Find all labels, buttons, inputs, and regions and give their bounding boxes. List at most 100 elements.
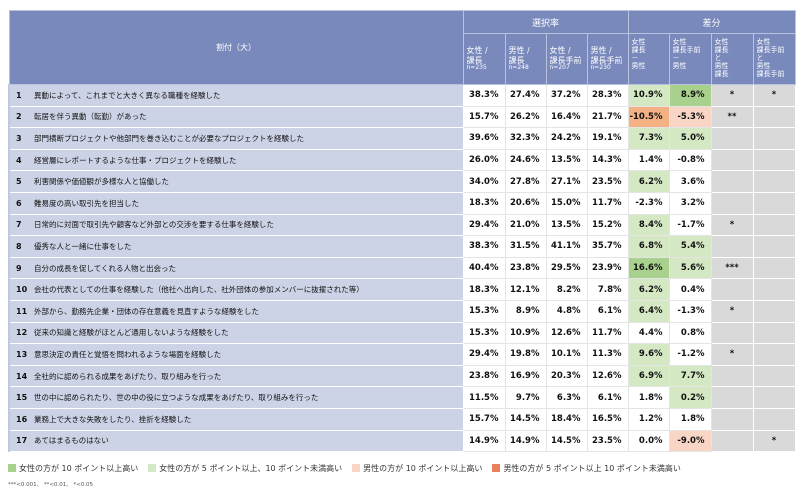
difference-cell: 0.4% <box>668 278 712 301</box>
rate-cell: 41.1% <box>545 235 588 258</box>
rate-cell: 29.4% <box>462 213 506 237</box>
item-label: 自分の成長を促してくれる人物と出会った <box>34 263 177 273</box>
difference-cell: 9.6% <box>627 343 670 366</box>
difference-column-header: 女性 課長 － 男性 <box>627 33 670 85</box>
difference-cell: 3.2% <box>668 191 712 215</box>
difference-cell: -1.3% <box>668 299 712 323</box>
rate-cell: 15.0% <box>545 191 588 215</box>
rate-cell: 10.1% <box>545 343 588 366</box>
significance-cell <box>752 321 796 345</box>
header-line: 女性 / <box>549 46 571 56</box>
item-label-cell: 8 優秀な人と一緒に仕事をした <box>8 235 464 258</box>
item-number: 16 <box>16 414 28 424</box>
item-number: 4 <box>16 155 22 165</box>
sample-size: n=248 <box>508 63 529 71</box>
difference-cell: 7.7% <box>668 364 712 388</box>
difference-cell: -1.2% <box>668 343 712 366</box>
difference-cell: 6.2% <box>627 170 670 193</box>
item-label-cell: 7 日常的に対面で取引先や顧客など外部との交渉を要する仕事を経験した <box>8 213 464 237</box>
rate-cell: 23.8% <box>462 364 506 388</box>
rate-cell: 13.5% <box>545 148 588 172</box>
table-row: 11 外部から、勤務先企業・団体の存在意義を見直すような経験をした 15.3% 8.9… <box>8 299 796 323</box>
significance-cell <box>752 299 796 323</box>
item-label: 会社の代表としての仕事を経験した（他社へ出向した、社外団体の参加メンバーに抜擢さ… <box>34 285 364 295</box>
difference-cell: 7.3% <box>627 127 670 150</box>
rate-cell: 27.4% <box>504 84 547 107</box>
rate-column-header: 男性 / 課長 n=248 <box>504 33 547 85</box>
item-label-cell: 12 従来の知識と経験がほとんど通用しないような経験をした <box>8 321 464 345</box>
rate-cell: 29.4% <box>462 343 506 366</box>
rate-cell: 15.7% <box>462 105 506 129</box>
rate-cell: 14.9% <box>462 429 506 453</box>
rate-cell: 7.8% <box>586 278 629 301</box>
significance-cell: *** <box>710 256 754 280</box>
difference-cell: -2.3% <box>627 191 670 215</box>
item-number: 3 <box>16 133 22 143</box>
rate-cell: 13.5% <box>545 213 588 237</box>
significance-cell <box>710 278 754 301</box>
rate-cell: 32.3% <box>504 127 547 150</box>
significance-cell <box>752 191 796 215</box>
significance-cell <box>752 213 796 237</box>
legend-item: 男性の方が 5 ポイント以上 10 ポイント未満高い <box>492 463 681 474</box>
table-row: 15 世の中に認められたり、世の中の役に立つような成果をあげたり、取り組みを行った… <box>8 386 796 409</box>
item-label: 転居を伴う異動（転勤）があった <box>34 112 147 122</box>
selection-rate-header: 選択率 <box>462 10 629 34</box>
rate-cell: 26.2% <box>504 105 547 129</box>
significance-cell <box>710 364 754 388</box>
rate-cell: 18.3% <box>462 191 506 215</box>
significance-cell <box>710 429 754 453</box>
significance-cell <box>752 364 796 388</box>
table-row: 7 日常的に対面で取引先や顧客など外部との交渉を要する仕事を経験した 29.4% 21… <box>8 213 796 237</box>
rate-cell: 11.7% <box>586 321 629 345</box>
rate-cell: 15.2% <box>586 213 629 237</box>
rate-cell: 8.9% <box>504 299 547 323</box>
item-label-cell: 16 業務上で大きな失敗をしたり、挫折を経験した <box>8 407 464 431</box>
sample-size: n=207 <box>549 63 570 71</box>
header-line: 課長手前 <box>590 55 623 65</box>
difference-column-header: 女性 課長 と 男性 課長 <box>710 33 754 85</box>
rate-cell: 9.7% <box>504 386 547 409</box>
difference-cell: -9.0% <box>668 429 712 453</box>
rate-cell: 15.7% <box>462 407 506 431</box>
rate-cell: 18.4% <box>545 407 588 431</box>
difference-header: 差分 <box>627 10 796 34</box>
significance-cell: * <box>752 84 796 107</box>
rate-column-header: 女性 / 課長手前 n=207 <box>545 33 588 85</box>
significance-cell <box>710 191 754 215</box>
item-label-cell: 13 意思決定の責任と覚悟を問われるような場面を経験した <box>8 343 464 366</box>
rate-cell: 12.6% <box>586 364 629 388</box>
rate-cell: 6.3% <box>545 386 588 409</box>
rate-cell: 21.7% <box>586 105 629 129</box>
rate-cell: 26.0% <box>462 148 506 172</box>
rate-cell: 15.3% <box>462 299 506 323</box>
item-label: 業務上で大きな失敗をしたり、挫折を経験した <box>34 414 192 424</box>
item-label-cell: 15 世の中に認められたり、世の中の役に立つような成果をあげたり、取り組みを行った <box>8 386 464 409</box>
item-label: 世の中に認められたり、世の中の役に立つような成果をあげたり、取り組みを行った <box>34 393 319 403</box>
significance-cell <box>752 148 796 172</box>
table-row: 9 自分の成長を促してくれる人物と出会った 40.4% 23.8% 29.5% 23.9%… <box>8 256 796 280</box>
item-number: 17 <box>16 436 28 446</box>
item-label-cell: 4 経営層にレポートするような仕事・プロジェクトを経験した <box>8 148 464 172</box>
significance-cell <box>710 170 754 193</box>
difference-cell: 3.6% <box>668 170 712 193</box>
rate-cell: 14.5% <box>545 429 588 453</box>
rate-cell: 11.5% <box>462 386 506 409</box>
difference-cell: 6.4% <box>627 299 670 323</box>
rate-cell: 23.9% <box>586 256 629 280</box>
sample-size: n=235 <box>466 63 487 71</box>
significance-note: ***<0.001、 **<0.01、 *<0.05 <box>8 482 94 488</box>
difference-cell: -5.3% <box>668 105 712 129</box>
item-label-cell: 5 利害関係や価値観が多様な人と協働した <box>8 170 464 193</box>
significance-cell <box>710 235 754 258</box>
legend-label: 男性の方が 10 ポイント以上高い <box>363 464 483 473</box>
item-label: 経営層にレポートするような仕事・プロジェクトを経験した <box>34 155 237 165</box>
difference-cell: 1.2% <box>627 407 670 431</box>
rate-cell: 4.8% <box>545 299 588 323</box>
rate-column-header: 男性 / 課長手前 n=230 <box>586 33 629 85</box>
legend-item: 女性の方が 5 ポイント以上、10 ポイント未満高い <box>148 463 342 474</box>
rate-cell: 23.8% <box>504 256 547 280</box>
table-row: 6 難易度の高い取引先を担当した 18.3% 20.6% 15.0% 11.7% -2.3%… <box>8 191 796 215</box>
item-label: 利害関係や価値観が多様な人と協働した <box>34 177 169 187</box>
item-label: 優秀な人と一緒に仕事をした <box>34 241 132 251</box>
